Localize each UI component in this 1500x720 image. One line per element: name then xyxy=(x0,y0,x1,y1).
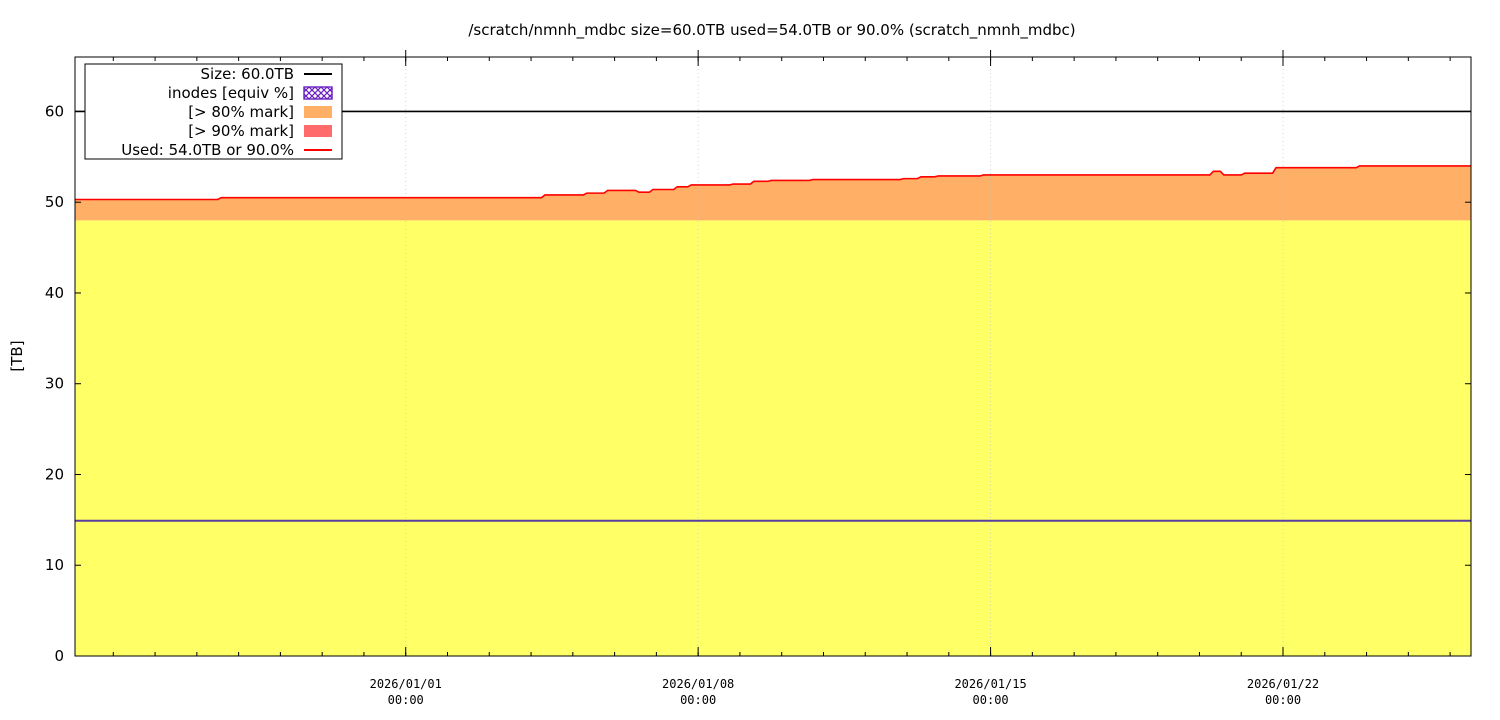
x-tick-label-time: 00:00 xyxy=(388,693,424,707)
legend-swatch xyxy=(304,106,332,118)
y-axis-label: [TB] xyxy=(8,340,26,371)
legend-label: Size: 60.0TB xyxy=(201,65,294,83)
chart-title: /scratch/nmnh_mdbc size=60.0TB used=54.0… xyxy=(468,21,1075,40)
y-tick-label: 30 xyxy=(45,375,64,393)
legend-label: [> 90% mark] xyxy=(188,122,294,140)
plot-frame xyxy=(74,56,1472,657)
x-tick-label-time: 00:00 xyxy=(973,693,1009,707)
x-tick-label-time: 00:00 xyxy=(1265,693,1301,707)
fill-below-80 xyxy=(75,220,1471,656)
area-above-80 xyxy=(75,165,1471,221)
y-tick-label: 20 xyxy=(45,465,64,483)
y-tick-labels: 0 10 20 30 40 50 60 xyxy=(45,102,64,665)
x-tick-label-date: 2026/01/01 xyxy=(370,677,442,691)
x-tick-label-date: 2026/01/15 xyxy=(954,677,1026,691)
legend-swatch xyxy=(304,125,332,137)
x-tick-label-date: 2026/01/22 xyxy=(1247,677,1319,691)
y-tick-label: 10 xyxy=(45,556,64,574)
plot-fills xyxy=(75,165,1471,656)
used-line xyxy=(75,165,1471,201)
legend-label: Used: 54.0TB or 90.0% xyxy=(121,141,294,159)
y-tick-label: 40 xyxy=(45,284,64,302)
y-tick-label: 60 xyxy=(45,102,64,120)
y-tick-label: 50 xyxy=(45,193,64,211)
legend-label: [> 80% mark] xyxy=(188,103,294,121)
y-tick-label: 0 xyxy=(54,647,64,665)
x-tick-label-date: 2026/01/08 xyxy=(662,677,734,691)
legend-swatch xyxy=(303,86,333,100)
x-tick-labels: 2026/01/01 00:00 2026/01/08 00:00 2026/01/15… xyxy=(370,677,1320,707)
legend-box xyxy=(84,63,343,160)
legend-label: inodes [equiv %] xyxy=(168,84,294,102)
x-tick-label-time: 00:00 xyxy=(680,693,716,707)
axis-ticks xyxy=(75,50,1471,657)
